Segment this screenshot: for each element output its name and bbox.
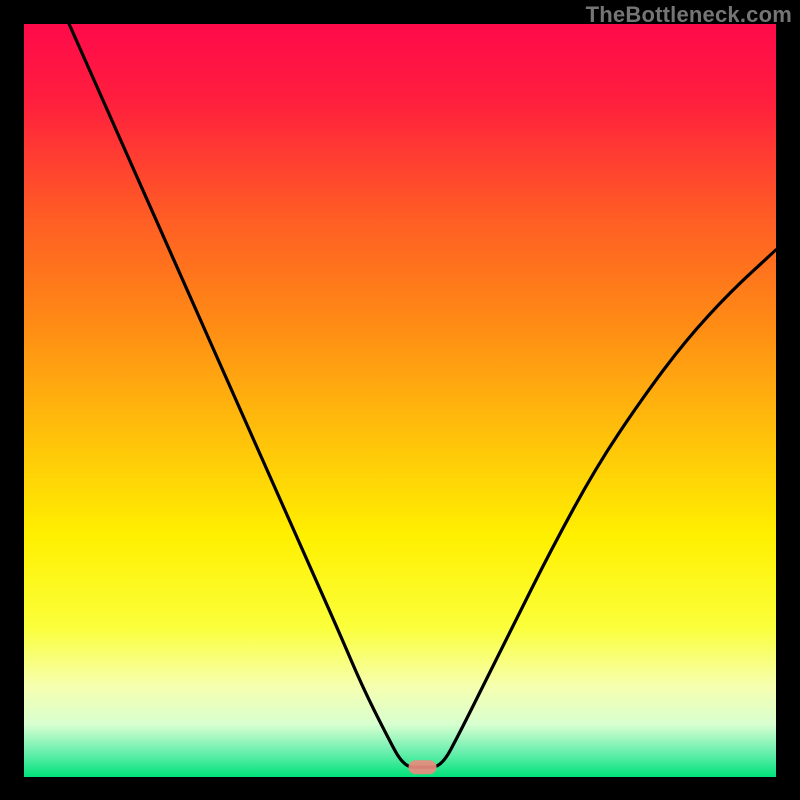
optimum-marker [409,760,437,774]
bottleneck-chart [0,0,800,800]
watermark-text: TheBottleneck.com [586,2,792,28]
plot-area [24,24,776,777]
